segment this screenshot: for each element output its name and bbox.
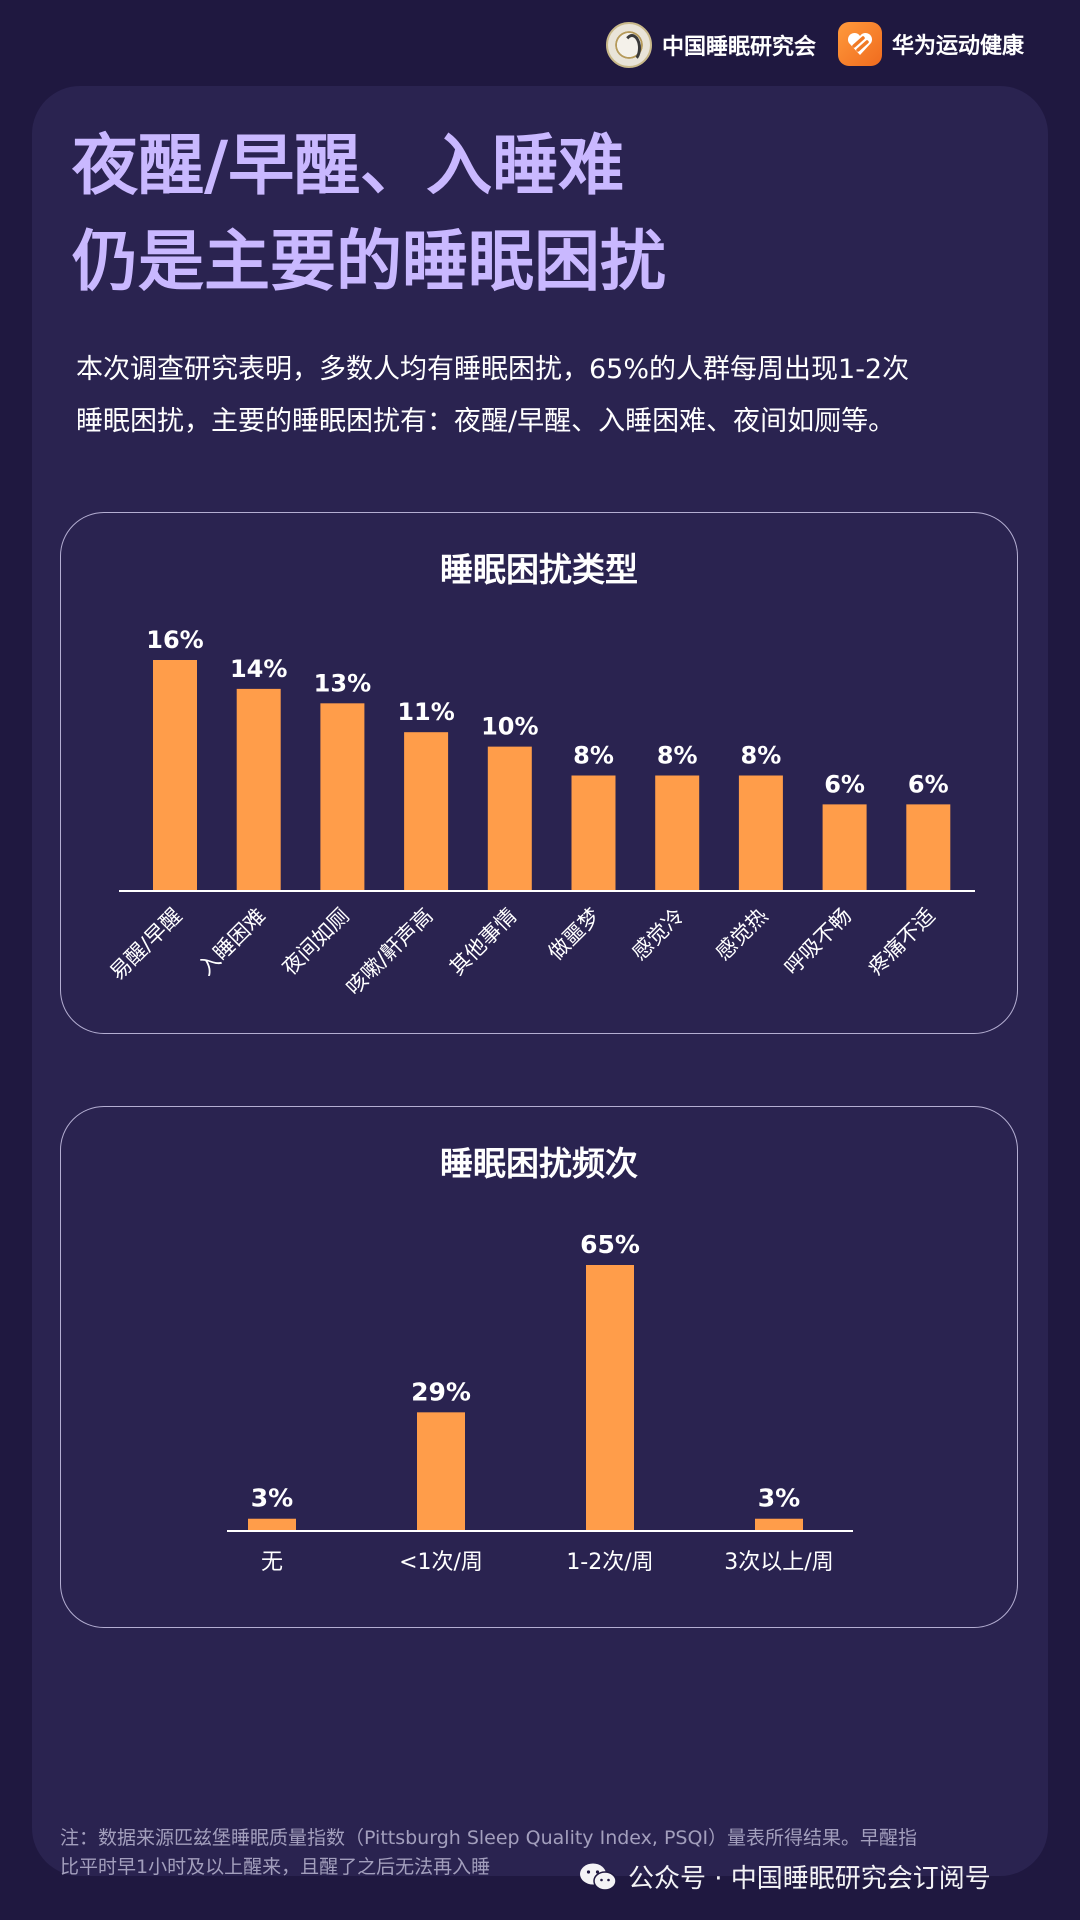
bar-value-label: 14% <box>230 655 287 683</box>
bar <box>755 1518 803 1531</box>
bar <box>586 1265 634 1531</box>
bar <box>320 703 365 891</box>
category-tick-label: 做噩梦 <box>544 904 606 966</box>
bar-value-label: 11% <box>397 698 454 726</box>
bar-value-label: 65% <box>580 1230 640 1259</box>
bar-value-label: 8% <box>573 742 614 770</box>
top-bar: 中国睡眠研究会 华为运动健康 <box>0 0 1080 86</box>
brand-huawei-name: 华为运动健康 <box>892 34 1025 59</box>
csrs-logo-icon <box>606 22 652 68</box>
brand-csrs[interactable]: 中国睡眠研究会 <box>606 22 816 68</box>
sleep-problem-types-panel: 睡眠困扰类型 16% 易醒/早醒 14% 入睡困难 13% 夜间如厕 11% 咳嗽/鼾声高 10… <box>60 512 1018 1034</box>
bar-value-label: 8% <box>657 742 698 770</box>
footnote-line-1: 注：数据来源匹兹堡睡眠质量指数（Pittsburgh Sleep Quality… <box>60 1827 918 1849</box>
category-tick-label: <1次/周 <box>399 1550 483 1575</box>
footnote-line-2: 比平时早1小时及以上醒来，且醒了之后无法再入睡 <box>60 1856 491 1878</box>
intro-paragraph: 本次调查研究表明，多数人均有睡眠困扰，65%的人群每周出现1-2次 睡眠困扰，主… <box>76 344 1036 448</box>
bar <box>822 804 867 891</box>
category-tick-label: 1-2次/周 <box>566 1550 653 1575</box>
bar <box>236 688 281 891</box>
category-tick-label: 感觉冷 <box>627 904 689 966</box>
bar <box>655 775 700 891</box>
huawei-health-logo-icon <box>838 22 882 66</box>
category-tick-label: 无 <box>261 1550 283 1575</box>
bar <box>906 804 951 891</box>
bar <box>153 660 197 891</box>
content-card <box>32 86 1048 1876</box>
category-tick-label: 疼痛不适 <box>863 904 939 980</box>
sleep-problem-frequency-panel: 睡眠困扰频次 3% 无 29% <1次/周 65% 1-2次/周 3% 3次以上/周 <box>60 1106 1018 1628</box>
title-line-2: 仍是主要的睡眠困扰 <box>72 223 666 300</box>
bar <box>738 775 783 891</box>
brand-csrs-name: 中国睡眠研究会 <box>662 35 817 60</box>
category-tick-label: 感觉热 <box>711 904 773 966</box>
wechat-icon <box>580 1863 617 1891</box>
bar-value-label: 6% <box>908 770 949 798</box>
bar-value-label: 6% <box>824 770 865 798</box>
category-tick-label: 咳嗽/鼾声高 <box>341 904 437 1000</box>
bar-value-label: 3% <box>758 1484 800 1513</box>
title-line-1: 夜醒/早醒、入睡难 <box>72 127 625 204</box>
chart-title-types: 睡眠困扰类型 <box>440 550 638 589</box>
bar-value-label: 16% <box>146 626 203 654</box>
wechat-watermark: 公众号 · 中国睡眠研究会订阅号 <box>578 1858 991 1895</box>
intro-line-1: 本次调查研究表明，多数人均有睡眠困扰，65%的人群每周出现1-2次 <box>76 354 910 385</box>
bar-value-label: 13% <box>314 669 371 697</box>
bar <box>571 775 616 891</box>
chart-title-frequency: 睡眠困扰频次 <box>440 1144 638 1183</box>
bar <box>487 746 532 891</box>
bar <box>404 732 449 891</box>
category-tick-label: 其他事情 <box>445 904 521 980</box>
category-tick-label: 入睡困难 <box>194 904 270 980</box>
category-tick-label: 3次以上/周 <box>724 1550 833 1575</box>
intro-line-2: 睡眠困扰，主要的睡眠困扰有：夜醒/早醒、入睡困难、夜间如厕等。 <box>76 406 896 437</box>
category-tick-label: 夜间如厕 <box>278 904 354 980</box>
bar <box>417 1412 465 1531</box>
bar-value-label: 10% <box>481 713 538 741</box>
category-tick-label: 呼吸不畅 <box>780 904 856 980</box>
bar <box>248 1518 296 1531</box>
sleep-problem-types-chart: 16% 易醒/早醒 14% 入睡困难 13% 夜间如厕 11% 咳嗽/鼾声高 10% 其他事情 8%… <box>105 626 975 1000</box>
bar-value-label: 8% <box>741 742 782 770</box>
footnote: 注：数据来源匹兹堡睡眠质量指数（Pittsburgh Sleep Quality… <box>60 1824 1040 1882</box>
bar-value-label: 29% <box>411 1377 471 1406</box>
sleep-problem-frequency-chart: 3% 无 29% <1次/周 65% 1-2次/周 3% 3次以上/周 <box>227 1230 853 1575</box>
page-title: 夜醒/早醒、入睡难 仍是主要的睡眠困扰 <box>72 118 1032 310</box>
watermark-text: 公众号 · 中国睡眠研究会订阅号 <box>628 1864 991 1894</box>
category-tick-label: 易醒/早醒 <box>105 904 186 985</box>
brand-huawei[interactable]: 华为运动健康 <box>838 22 1024 66</box>
bar-value-label: 3% <box>251 1484 293 1513</box>
